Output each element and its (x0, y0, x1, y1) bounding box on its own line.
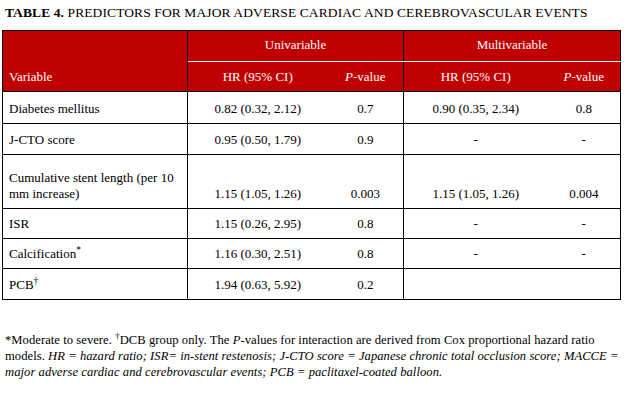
table-row: Cumulative stent length (per 10 mm incre… (3, 154, 621, 208)
multi-hr-cell: 0.90 (0.35, 2.34) (404, 91, 548, 123)
uni-hr-cell: 1.94 (0.63, 5.92) (188, 268, 328, 299)
variable-superscript: † (34, 275, 39, 285)
variable-cell: PCB† (3, 268, 188, 299)
uni-hr-cell: 1.15 (1.05, 1.26) (188, 154, 328, 208)
uni-p-cell: 0.7 (328, 91, 404, 123)
variable-label: Diabetes mellitus (9, 101, 100, 116)
table-number-label: TABLE 4. (5, 5, 64, 20)
p-label-rest: -value (353, 69, 385, 84)
variable-cell: ISR (3, 208, 188, 238)
variable-label: PCB (9, 277, 34, 292)
variable-cell: Cumulative stent length (per 10 mm incre… (3, 154, 188, 208)
multi-p-cell: - (548, 208, 621, 238)
table-row: PCB† 1.94 (0.63, 5.92) 0.2 (3, 268, 621, 299)
uni-hr-cell: 0.82 (0.32, 2.12) (188, 91, 328, 123)
uni-hr-ci-column-header: HR (95% CI) (188, 61, 328, 91)
p-label-italic: P (345, 69, 353, 84)
uni-p-cell: 0.8 (328, 238, 404, 268)
variable-cell: Diabetes mellitus (3, 91, 188, 123)
uni-p-cell: 0.003 (328, 154, 404, 208)
variable-superscript: * (76, 244, 81, 254)
multi-hr-cell: 1.15 (1.05, 1.26) (404, 154, 548, 208)
footnote-dagger-note: DCB group only. The (120, 333, 233, 347)
table-row: Calcification* 1.16 (0.30, 2.51) 0.8 - - (3, 238, 621, 268)
table-footnote: *Moderate to severe. †DCB group only. Th… (5, 333, 623, 381)
multi-p-cell: - (548, 123, 621, 154)
results-table: Variable Univariable Multivariable HR (9… (2, 30, 621, 300)
multi-hr-cell: - (404, 208, 548, 238)
footnote-abbreviations: HR = hazard ratio; ISR= in-stent resteno… (5, 349, 619, 379)
footnote-asterisk-note: *Moderate to severe. (5, 333, 115, 347)
variable-label: Calcification (9, 246, 76, 261)
variable-cell: J-CTO score (3, 123, 188, 154)
uni-p-value-column-header: P-value (328, 61, 404, 91)
uni-hr-cell: 0.95 (0.50, 1.79) (188, 123, 328, 154)
multi-hr-ci-column-header: HR (95% CI) (404, 61, 548, 91)
uni-p-cell: 0.9 (328, 123, 404, 154)
multi-hr-cell (404, 268, 548, 299)
table-row: ISR 1.15 (0.26, 2.95) 0.8 - - (3, 208, 621, 238)
uni-p-cell: 0.8 (328, 208, 404, 238)
p-label-rest: -value (571, 69, 603, 84)
table-title: TABLE 4. PREDICTORS FOR MAJOR ADVERSE CA… (5, 5, 617, 21)
table-title-text: PREDICTORS FOR MAJOR ADVERSE CARDIAC AND… (64, 5, 588, 20)
variable-label: Cumulative stent length (per 10 mm incre… (9, 170, 174, 201)
table-row: Diabetes mellitus 0.82 (0.32, 2.12) 0.7 … (3, 91, 621, 123)
multi-p-cell: 0.004 (548, 154, 621, 208)
multi-hr-cell: - (404, 123, 548, 154)
multi-p-value-column-header: P-value (548, 61, 621, 91)
variable-column-header: Variable (3, 30, 188, 91)
header-group-row: Variable Univariable Multivariable (3, 30, 621, 61)
page: TABLE 4. PREDICTORS FOR MAJOR ADVERSE CA… (0, 0, 626, 381)
table-row: J-CTO score 0.95 (0.50, 1.79) 0.9 - - (3, 123, 621, 154)
multi-p-cell: - (548, 238, 621, 268)
uni-hr-cell: 1.15 (0.26, 2.95) (188, 208, 328, 238)
multivariable-group-header: Multivariable (404, 30, 621, 61)
multi-p-cell (548, 268, 621, 299)
variable-label: ISR (9, 216, 29, 231)
multi-p-cell: 0.8 (548, 91, 621, 123)
variable-label: J-CTO score (9, 132, 75, 147)
variable-cell: Calcification* (3, 238, 188, 268)
multi-hr-cell: - (404, 238, 548, 268)
uni-hr-cell: 1.16 (0.30, 2.51) (188, 238, 328, 268)
uni-p-cell: 0.2 (328, 268, 404, 299)
univariable-group-header: Univariable (188, 30, 404, 61)
